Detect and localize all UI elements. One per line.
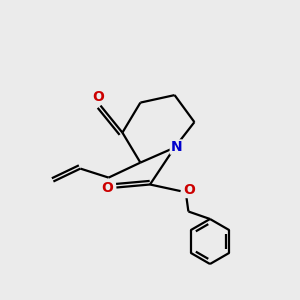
Text: O: O [101,181,113,194]
Text: N: N [170,140,182,154]
Text: O: O [92,90,104,104]
Text: O: O [184,184,196,197]
